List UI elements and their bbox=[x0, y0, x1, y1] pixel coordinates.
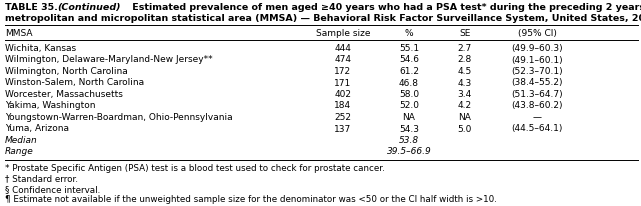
Text: 39.5–66.9: 39.5–66.9 bbox=[387, 147, 431, 156]
Text: § Confidence interval.: § Confidence interval. bbox=[5, 184, 101, 193]
Text: 61.2: 61.2 bbox=[399, 67, 419, 76]
Text: 55.1: 55.1 bbox=[399, 44, 419, 53]
Text: 2.8: 2.8 bbox=[458, 55, 472, 64]
Text: Worcester, Massachusetts: Worcester, Massachusetts bbox=[5, 90, 123, 98]
Text: Winston-Salem, North Carolina: Winston-Salem, North Carolina bbox=[5, 78, 144, 87]
Text: 53.8: 53.8 bbox=[399, 135, 419, 144]
Text: %: % bbox=[404, 29, 413, 38]
Text: (52.3–70.1): (52.3–70.1) bbox=[512, 67, 563, 76]
Text: NA: NA bbox=[403, 112, 415, 121]
Text: 58.0: 58.0 bbox=[399, 90, 419, 98]
Text: 52.0: 52.0 bbox=[399, 101, 419, 110]
Text: ¶ Estimate not available if the unweighted sample size for the denominator was <: ¶ Estimate not available if the unweight… bbox=[5, 194, 497, 204]
Text: (38.4–55.2): (38.4–55.2) bbox=[512, 78, 563, 87]
Text: 4.5: 4.5 bbox=[458, 67, 472, 76]
Text: Wichita, Kansas: Wichita, Kansas bbox=[5, 44, 76, 53]
Text: Sample size: Sample size bbox=[315, 29, 370, 38]
Text: Youngstown-Warren-Boardman, Ohio-Pennsylvania: Youngstown-Warren-Boardman, Ohio-Pennsyl… bbox=[5, 112, 233, 121]
Text: metropolitan and micropolitan statistical area (MMSA) — Behavioral Risk Factor S: metropolitan and micropolitan statistica… bbox=[5, 14, 641, 23]
Text: 171: 171 bbox=[335, 78, 351, 87]
Text: * Prostate Specific Antigen (PSA) test is a blood test used to check for prostat: * Prostate Specific Antigen (PSA) test i… bbox=[5, 163, 385, 172]
Text: (95% CI): (95% CI) bbox=[518, 29, 556, 38]
Text: † Standard error.: † Standard error. bbox=[5, 174, 78, 183]
Text: 137: 137 bbox=[335, 124, 351, 133]
Text: Wilmington, Delaware-Maryland-New Jersey**: Wilmington, Delaware-Maryland-New Jersey… bbox=[5, 55, 213, 64]
Text: 4.2: 4.2 bbox=[458, 101, 472, 110]
Text: Estimated prevalence of men aged ≥40 years who had a PSA test* during the preced: Estimated prevalence of men aged ≥40 yea… bbox=[129, 3, 641, 12]
Text: 3.4: 3.4 bbox=[458, 90, 472, 98]
Text: (49.9–60.3): (49.9–60.3) bbox=[512, 44, 563, 53]
Text: —: — bbox=[533, 112, 542, 121]
Text: (Continued): (Continued) bbox=[57, 3, 121, 12]
Text: (51.3–64.7): (51.3–64.7) bbox=[512, 90, 563, 98]
Text: Range: Range bbox=[5, 147, 34, 156]
Text: (49.1–60.1): (49.1–60.1) bbox=[512, 55, 563, 64]
Text: (44.5–64.1): (44.5–64.1) bbox=[512, 124, 563, 133]
Text: 46.8: 46.8 bbox=[399, 78, 419, 87]
Text: 54.6: 54.6 bbox=[399, 55, 419, 64]
Text: 184: 184 bbox=[335, 101, 351, 110]
Text: Yuma, Arizona: Yuma, Arizona bbox=[5, 124, 69, 133]
Text: 54.3: 54.3 bbox=[399, 124, 419, 133]
Text: Wilmington, North Carolina: Wilmington, North Carolina bbox=[5, 67, 128, 76]
Text: ** Metropolitan division.: ** Metropolitan division. bbox=[5, 205, 111, 206]
Text: MMSA: MMSA bbox=[5, 29, 33, 38]
Text: Yakima, Washington: Yakima, Washington bbox=[5, 101, 96, 110]
Text: 4.3: 4.3 bbox=[458, 78, 472, 87]
Text: 5.0: 5.0 bbox=[458, 124, 472, 133]
Text: 474: 474 bbox=[335, 55, 351, 64]
Text: 252: 252 bbox=[335, 112, 351, 121]
Text: 444: 444 bbox=[335, 44, 351, 53]
Text: 402: 402 bbox=[335, 90, 351, 98]
Text: TABLE 35.: TABLE 35. bbox=[5, 3, 62, 12]
Text: Median: Median bbox=[5, 135, 38, 144]
Text: NA: NA bbox=[458, 112, 471, 121]
Text: 172: 172 bbox=[335, 67, 351, 76]
Text: (43.8–60.2): (43.8–60.2) bbox=[512, 101, 563, 110]
Text: SE: SE bbox=[459, 29, 470, 38]
Text: 2.7: 2.7 bbox=[458, 44, 472, 53]
